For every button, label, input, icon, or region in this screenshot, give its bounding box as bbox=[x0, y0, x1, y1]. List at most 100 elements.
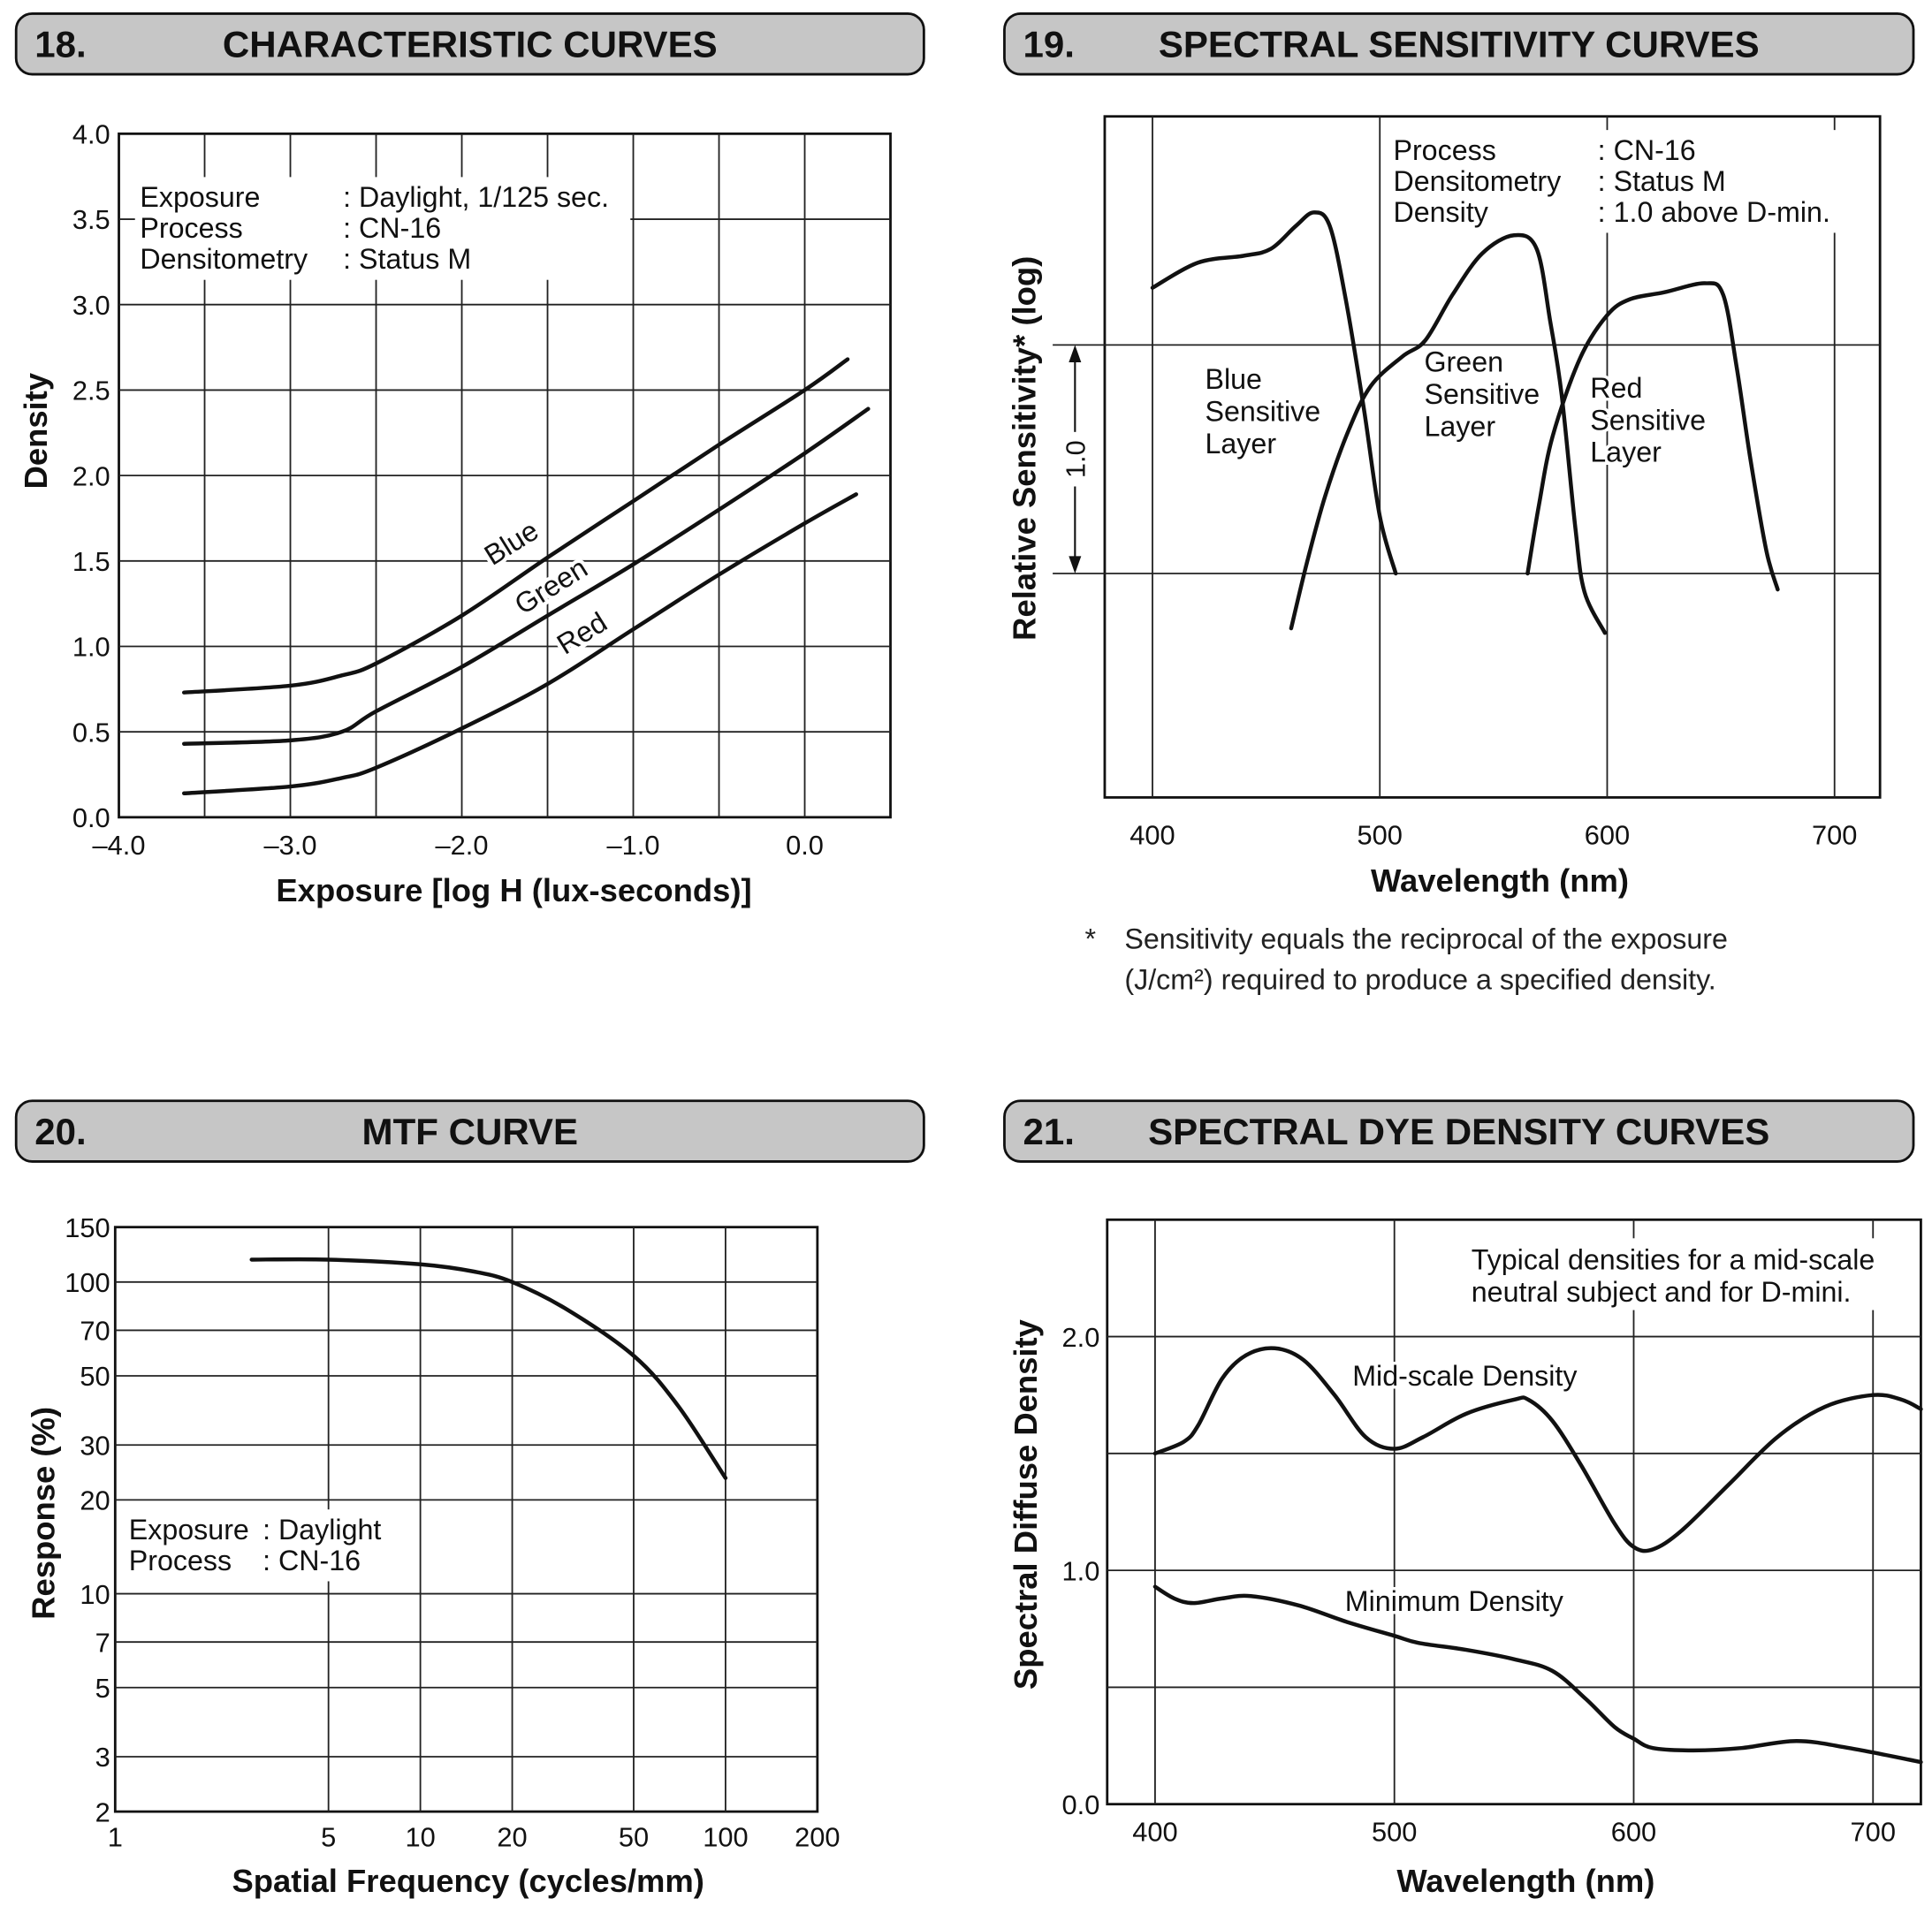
annotation-value: : Daylight bbox=[262, 1514, 381, 1546]
chart-21: 400 500 600 700 0.0 1.0 2.0 Typical densities f… bbox=[1062, 1218, 1923, 1848]
series-line-mid-scale-density bbox=[1152, 1346, 1923, 1553]
annotation-key: Densitometry bbox=[140, 243, 308, 275]
series-label: Layer bbox=[1424, 410, 1495, 442]
x-tick-label: 400 bbox=[1132, 1817, 1177, 1848]
y-tick-label: 3.0 bbox=[72, 290, 110, 321]
y-tick-label: 100 bbox=[65, 1267, 110, 1298]
y-tick-label: 70 bbox=[80, 1316, 110, 1347]
annotation-line: Typical densities for a mid-scale bbox=[1472, 1243, 1875, 1275]
y-tick-label: 0.0 bbox=[72, 802, 110, 833]
y-tick-label: 3 bbox=[95, 1742, 110, 1773]
x-axis-title: Wavelength (nm) bbox=[1371, 862, 1629, 899]
panel-number: 20. bbox=[34, 1112, 87, 1153]
y-tick-label: 2.5 bbox=[72, 376, 110, 406]
panel-title: SPECTRAL DYE DENSITY CURVES bbox=[1148, 1112, 1770, 1153]
series-line-green-sensitive-layer bbox=[1289, 232, 1608, 635]
annotation-value: : Status M bbox=[1598, 165, 1726, 197]
x-axis-title: Spatial Frequency (cycles/mm) bbox=[232, 1863, 704, 1899]
y-tick-label: 2.0 bbox=[72, 460, 110, 491]
y-axis-title: Response (%) bbox=[26, 1407, 62, 1620]
scale-marker-label-bg bbox=[1061, 431, 1089, 487]
series-line-red-sensitive-layer bbox=[1525, 281, 1780, 592]
annotation-value: : CN-16 bbox=[343, 212, 441, 244]
panel-header-19: SPECTRAL SENSITIVITY CURVES 19. bbox=[1003, 12, 1915, 76]
panel-title: MTF CURVE bbox=[361, 1112, 579, 1153]
y-tick-label: 1.5 bbox=[72, 546, 110, 577]
annotation-value: : Daylight, 1/125 sec. bbox=[343, 181, 609, 213]
y-tick-label: 30 bbox=[80, 1430, 110, 1461]
panel-header-21: SPECTRAL DYE DENSITY CURVES 21. bbox=[1003, 1099, 1915, 1163]
y-tick-label: 2.0 bbox=[1062, 1322, 1100, 1353]
x-axis-title: Exposure [log H (lux-seconds)] bbox=[276, 872, 751, 908]
series-label: Red bbox=[1590, 372, 1642, 404]
series-label: Mid-scale Density bbox=[1352, 1360, 1578, 1392]
annotation-value: : CN-16 bbox=[262, 1545, 361, 1576]
y-tick-label: 0.5 bbox=[72, 717, 110, 748]
series-label: Sensitive bbox=[1590, 404, 1706, 436]
annotation-background bbox=[1388, 130, 1847, 233]
x-tick-label: 500 bbox=[1358, 820, 1403, 851]
annotation-line: neutral subject and for D-mini. bbox=[1472, 1276, 1852, 1308]
series-line-minimum-density bbox=[1152, 1584, 1923, 1765]
y-tick-label: 1.0 bbox=[72, 632, 110, 663]
series-line-green bbox=[182, 406, 871, 746]
annotation-background bbox=[134, 177, 631, 280]
footnote-line-1: Sensitivity equals the reciprocal of the… bbox=[1124, 922, 1728, 955]
x-tick-label: 10 bbox=[405, 1821, 435, 1852]
annotation-value: : 1.0 above D-min. bbox=[1598, 196, 1830, 228]
footnote-marker: * bbox=[1084, 922, 1097, 955]
arrow-up-icon bbox=[1069, 345, 1082, 362]
x-tick-label: 200 bbox=[795, 1821, 840, 1852]
x-tick-label: –1.0 bbox=[607, 830, 660, 861]
footnote-line-2: (J/cm²) required to produce a specified … bbox=[1124, 963, 1716, 996]
x-tick-label: 500 bbox=[1372, 1817, 1417, 1848]
series-label: Green bbox=[1424, 346, 1503, 377]
y-tick-label: 10 bbox=[80, 1579, 110, 1610]
scale-marker-label: 1.0 bbox=[1061, 440, 1092, 478]
x-tick-label: 600 bbox=[1611, 1817, 1656, 1848]
chart-19: 400 500 600 700 Process: CN-16 Densitometry: … bbox=[1053, 115, 1882, 851]
x-tick-label: –3.0 bbox=[264, 830, 317, 861]
chart-18: –4.0 –3.0 –2.0 –1.0 0.0 0.0 0.5 1.0 1.5 2.0 2.5 3.0… bbox=[72, 119, 892, 861]
annotation-key: Exposure bbox=[129, 1514, 249, 1546]
annotation-key: Density bbox=[1393, 196, 1488, 228]
series-label: Sensitive bbox=[1424, 378, 1540, 410]
panel-number: 21. bbox=[1023, 1112, 1075, 1153]
y-tick-label: 7 bbox=[95, 1627, 110, 1658]
x-tick-label: 700 bbox=[1851, 1817, 1896, 1848]
annotation-key: Process bbox=[1393, 134, 1495, 166]
x-tick-label: 700 bbox=[1812, 820, 1857, 851]
x-tick-label: –2.0 bbox=[436, 830, 489, 861]
series-line-blue-sensitive-layer bbox=[1150, 210, 1398, 576]
plot-frame bbox=[1106, 1218, 1922, 1806]
series-label: Layer bbox=[1205, 428, 1276, 460]
x-tick-label: 400 bbox=[1130, 820, 1175, 851]
chart-20: 1 5 10 20 50 100 200 2 3 5 7 10 20 30 50 70 100 150 Exposu… bbox=[65, 1212, 840, 1852]
series-label: Blue bbox=[1205, 363, 1262, 395]
y-tick-label: 50 bbox=[80, 1361, 110, 1392]
y-tick-label: 0.0 bbox=[1062, 1789, 1100, 1820]
panel-header-18: CHARACTERISTIC CURVES 18. bbox=[14, 12, 925, 76]
y-tick-label: 4.0 bbox=[72, 119, 110, 150]
y-axis-title: Spectral Diffuse Density bbox=[1008, 1318, 1044, 1690]
y-tick-label: 5 bbox=[95, 1673, 110, 1704]
annotation-key: Process bbox=[129, 1545, 232, 1576]
y-tick-label: 1.0 bbox=[1062, 1555, 1100, 1586]
x-tick-label: 600 bbox=[1585, 820, 1630, 851]
x-tick-label: 1 bbox=[108, 1821, 123, 1852]
annotation-background bbox=[1466, 1238, 1913, 1310]
series-label: Layer bbox=[1590, 437, 1662, 468]
x-tick-label: 0.0 bbox=[786, 830, 824, 861]
x-axis-title: Wavelength (nm) bbox=[1396, 1863, 1654, 1899]
annotation-key: Densitometry bbox=[1393, 165, 1562, 197]
panel-number: 18. bbox=[34, 25, 87, 66]
y-tick-label: 150 bbox=[65, 1212, 110, 1243]
y-axis-title: Density bbox=[18, 372, 54, 489]
annotation-value: : Status M bbox=[343, 243, 471, 275]
panel-title: CHARACTERISTIC CURVES bbox=[222, 25, 718, 66]
series-line-blue bbox=[182, 357, 850, 695]
y-tick-label: 20 bbox=[80, 1485, 110, 1516]
x-tick-label: –4.0 bbox=[93, 830, 146, 861]
x-tick-label: 50 bbox=[619, 1821, 649, 1852]
